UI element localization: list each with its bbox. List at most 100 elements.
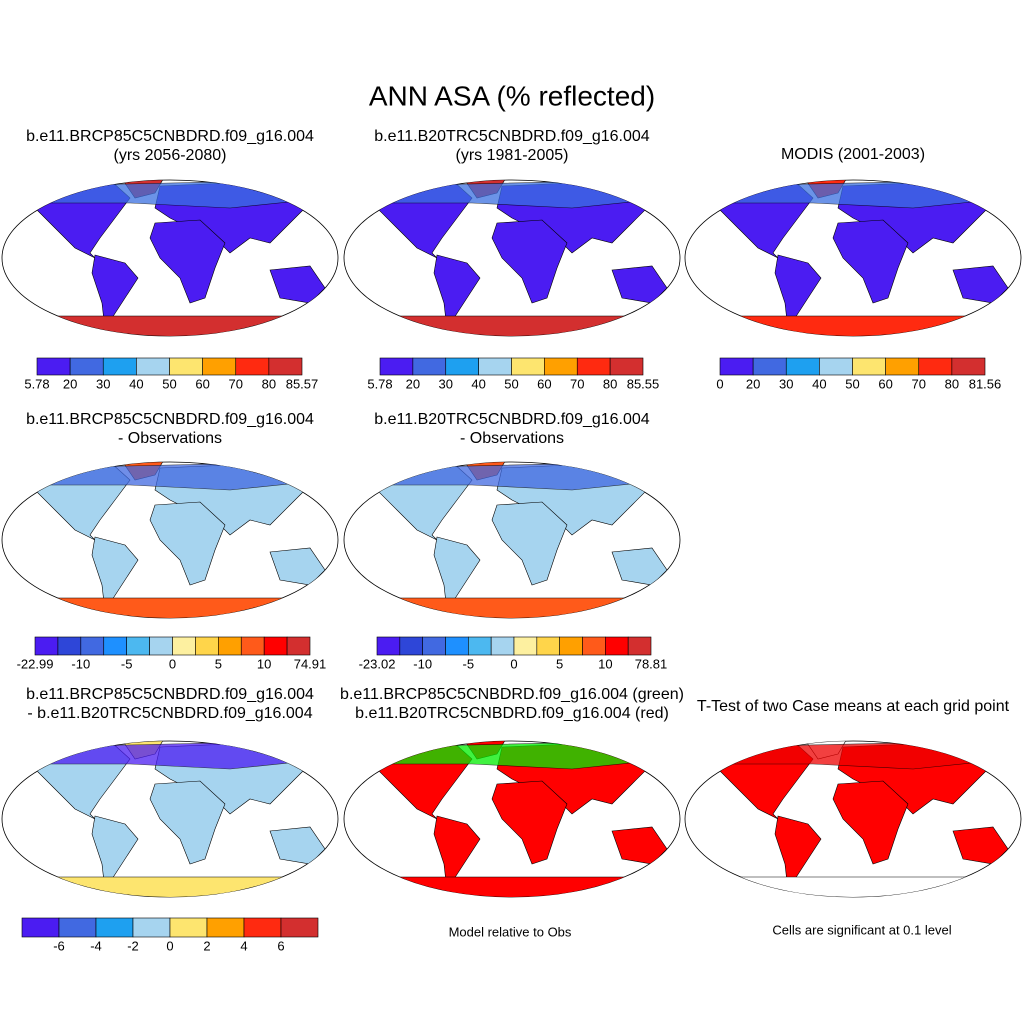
panel-title: MODIS (2001-2003): [781, 146, 925, 163]
colorbar-box: [513, 636, 538, 656]
colorbar-label: 81.56: [969, 376, 1002, 391]
panel-title: T-Test of two Case means at each grid po…: [697, 698, 1010, 715]
panel-title: b.e11.BRCP85C5CNBDRD.f09_g16.004: [26, 411, 314, 428]
colorbar-label: -5: [463, 656, 475, 671]
continent: [732, 876, 974, 897]
panel-title: b.e11.B20TRC5CNBDRD.f09_g16.004 (red): [355, 705, 669, 722]
colorbar-label: 60: [537, 376, 551, 391]
map-panel: b.e11.B20TRC5CNBDRD.f09_g16.004 (yrs 1981…: [343, 128, 681, 391]
colorbar-label: 5: [556, 656, 563, 671]
colorbar-box: [376, 636, 401, 656]
colorbar-label: -23.02: [359, 656, 396, 671]
colorbar-label: 78.81: [635, 656, 668, 671]
colorbar-box: [819, 357, 853, 376]
colorbar-box: [852, 357, 886, 376]
panel-title: (yrs 1981-2005): [456, 147, 569, 164]
colorbar-box: [422, 636, 446, 656]
colorbar-label: 60: [878, 376, 892, 391]
colorbar-label: 0: [510, 656, 517, 671]
colorbar-box: [885, 357, 920, 376]
colorbar-box: [57, 636, 82, 656]
colorbar-box: [80, 636, 105, 656]
colorbar-label: -10: [71, 656, 90, 671]
continent: [391, 876, 633, 897]
colorbar-box: [468, 636, 492, 656]
colorbar-box: [951, 357, 986, 376]
colorbar-label: 74.91: [294, 656, 327, 671]
colorbar-box: [36, 357, 71, 376]
colorbar-box: [544, 357, 578, 376]
colorbar-label: 20: [746, 376, 760, 391]
colorbar-box: [102, 357, 137, 376]
colorbar-label: 0: [716, 376, 723, 391]
colorbar-label: 30: [96, 376, 110, 391]
colorbar-box: [399, 636, 423, 656]
colorbar-label: 40: [471, 376, 485, 391]
colorbar-box: [627, 636, 652, 656]
colorbar-box: [918, 357, 953, 376]
continent: [49, 597, 291, 618]
map: [1, 740, 339, 898]
colorbar-label: 85.57: [286, 376, 319, 391]
map: [1, 179, 339, 337]
colorbar-label: 10: [257, 656, 271, 671]
continent: [832, 780, 909, 865]
colorbar-label: 2: [203, 938, 210, 953]
land: [371, 462, 668, 618]
colorbar-box: [286, 636, 311, 656]
map-panel: b.e11.BRCP85C5CNBDRD.f09_g16.004 (green)…: [340, 686, 684, 939]
colorbar-label: 10: [598, 656, 612, 671]
colorbar-box: [169, 917, 208, 938]
colorbar-box: [172, 636, 196, 656]
colorbar-label: 80: [262, 376, 276, 391]
colorbar-box: [202, 357, 237, 376]
colorbar-box: [132, 917, 171, 938]
continent: [832, 219, 909, 304]
colorbar-label: -10: [413, 656, 432, 671]
colorbar-box: [149, 636, 173, 656]
colorbar-label: -6: [53, 938, 65, 953]
continent: [49, 315, 291, 336]
colorbar-label: 5: [215, 656, 222, 671]
colorbar-box: [243, 917, 282, 938]
continent: [149, 219, 226, 304]
continent: [49, 876, 291, 897]
map: [343, 461, 681, 619]
map: [684, 179, 1022, 337]
colorbar-box: [280, 917, 319, 938]
colorbar-box: [126, 636, 150, 656]
colorbar-label: 80: [603, 376, 617, 391]
map-panel: b.e11.BRCP85C5CNBDRD.f09_g16.004 - Observ…: [1, 411, 339, 671]
colorbar-box: [263, 636, 288, 656]
colorbar-label: 50: [162, 376, 176, 391]
colorbar-label: 20: [406, 376, 420, 391]
colorbar-label: 30: [779, 376, 793, 391]
colorbar-label: 80: [945, 376, 959, 391]
panel-title: b.e11.BRCP85C5CNBDRD.f09_g16.004: [26, 686, 314, 703]
colorbar-label: 40: [129, 376, 143, 391]
colorbar-label: -4: [90, 938, 102, 953]
colorbar-box: [445, 636, 469, 656]
map-panel: b.e11.B20TRC5CNBDRD.f09_g16.004 - Observa…: [343, 411, 681, 671]
panel-title: - Observations: [118, 430, 222, 447]
colorbar-box: [559, 636, 583, 656]
colorbar-label: 85.55: [627, 376, 660, 391]
colorbar-label: 40: [812, 376, 826, 391]
main-title: ANN ASA (% reflected): [369, 80, 655, 111]
colorbar-box: [536, 636, 560, 656]
panel-title: b.e11.BRCP85C5CNBDRD.f09_g16.004: [26, 128, 314, 145]
continent: [491, 501, 568, 586]
colorbar-box: [21, 917, 60, 938]
panel-title: (yrs 2056-2080): [114, 147, 227, 164]
colorbar-label: 70: [912, 376, 926, 391]
map: [1, 461, 339, 619]
colorbar-box: [95, 917, 134, 938]
colorbar-label: 0: [169, 656, 176, 671]
continent: [149, 780, 226, 865]
panel-caption: Cells are significant at 0.1 level: [772, 922, 951, 937]
map-panel: b.e11.BRCP85C5CNBDRD.f09_g16.004 - b.e11.…: [1, 686, 339, 953]
continent: [732, 315, 974, 336]
colorbar-label: 6: [277, 938, 284, 953]
colorbar-box: [235, 357, 270, 376]
map: [684, 740, 1022, 898]
